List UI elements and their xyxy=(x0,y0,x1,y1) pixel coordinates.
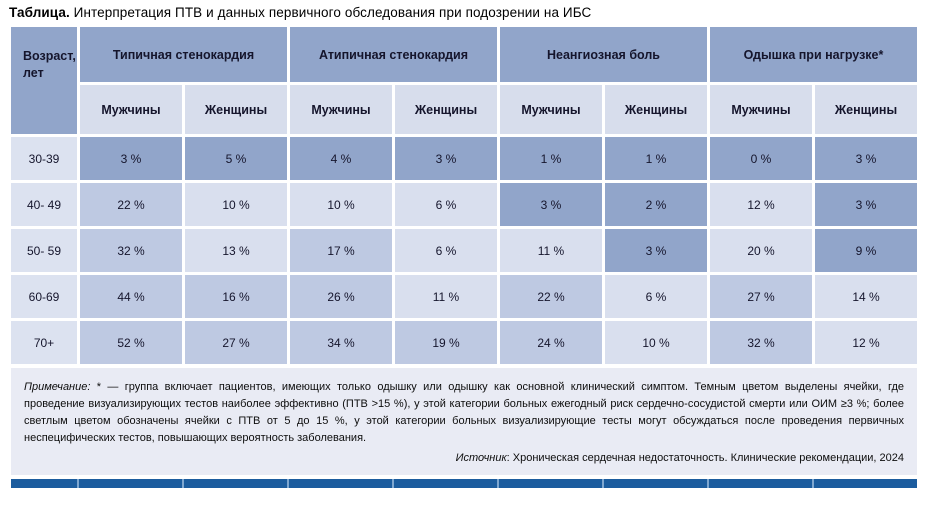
subheader-women: Женщины xyxy=(395,85,497,134)
table-title: Таблица. Интерпретация ПТВ и данных перв… xyxy=(9,5,920,20)
age-cell: 70+ xyxy=(11,321,77,364)
source-label: Источник xyxy=(455,452,507,465)
ptv-cell: 12 % xyxy=(710,183,812,226)
ptv-cell: 10 % xyxy=(290,183,392,226)
bar-segment xyxy=(709,479,812,489)
table-row: 50- 59 32 % 13 % 17 % 6 % 11 % 3 % 20 % … xyxy=(11,229,917,272)
ptv-cell: 34 % xyxy=(290,321,392,364)
ptv-cell: 3 % xyxy=(815,137,917,180)
group-header-nonanginal-pain: Неангиозная боль xyxy=(500,27,707,82)
group-header-row: Возраст, лет Типичная стенокардия Атипич… xyxy=(11,27,917,134)
subheader-women: Женщины xyxy=(605,85,707,134)
footnote-box: Примечание: * — группа включает пациенто… xyxy=(11,368,917,476)
ptv-cell: 6 % xyxy=(395,229,497,272)
subheader-women: Женщины xyxy=(185,85,287,134)
ptv-cell: 24 % xyxy=(500,321,602,364)
table-row: 70+ 52 % 27 % 34 % 19 % 24 % 10 % 32 % 1… xyxy=(11,321,917,364)
decorative-bottom-bar xyxy=(11,479,917,489)
bar-segment xyxy=(499,479,602,489)
subheader-men: Мужчины xyxy=(500,85,602,134)
ptv-cell: 3 % xyxy=(815,183,917,226)
ptv-cell: 27 % xyxy=(710,275,812,318)
table-row: 40- 49 22 % 10 % 10 % 6 % 3 % 2 % 12 % 3… xyxy=(11,183,917,226)
ptv-cell: 9 % xyxy=(815,229,917,272)
ptv-cell: 3 % xyxy=(80,137,182,180)
footnote-body: * — группа включает пациентов, имеющих т… xyxy=(24,381,904,445)
ptv-cell: 12 % xyxy=(815,321,917,364)
ptv-cell: 10 % xyxy=(185,183,287,226)
ptv-cell: 1 % xyxy=(500,137,602,180)
table-row: 60-69 44 % 16 % 26 % 11 % 22 % 6 % 27 % … xyxy=(11,275,917,318)
figure-page: Таблица. Интерпретация ПТВ и данных перв… xyxy=(8,5,920,489)
ptv-cell: 0 % xyxy=(710,137,812,180)
bar-segment xyxy=(289,479,392,489)
ptv-cell: 6 % xyxy=(605,275,707,318)
ptv-cell: 32 % xyxy=(80,229,182,272)
ptv-cell: 16 % xyxy=(185,275,287,318)
table-title-text: Интерпретация ПТВ и данных первичного об… xyxy=(69,5,592,20)
ptv-cell: 2 % xyxy=(605,183,707,226)
bar-segment xyxy=(184,479,287,489)
age-cell: 60-69 xyxy=(11,275,77,318)
subheader-men: Мужчины xyxy=(80,85,182,134)
ptv-cell: 3 % xyxy=(395,137,497,180)
ptv-cell: 44 % xyxy=(80,275,182,318)
ptv-cell: 52 % xyxy=(80,321,182,364)
bar-segment xyxy=(79,479,182,489)
ptv-cell: 1 % xyxy=(605,137,707,180)
source-body: : Хроническая сердечная недостаточность.… xyxy=(506,452,904,465)
table-title-label: Таблица. xyxy=(9,5,70,20)
ptv-cell: 13 % xyxy=(185,229,287,272)
footnote-label: Примечание: xyxy=(24,381,91,393)
subheader-men: Мужчины xyxy=(290,85,392,134)
ptv-cell: 10 % xyxy=(605,321,707,364)
ptv-cell: 17 % xyxy=(290,229,392,272)
ptv-cell: 3 % xyxy=(605,229,707,272)
footnote-text: Примечание: * — группа включает пациенто… xyxy=(24,379,904,447)
ptv-cell: 6 % xyxy=(395,183,497,226)
ptv-cell: 26 % xyxy=(290,275,392,318)
subheader-women: Женщины xyxy=(815,85,917,134)
age-column-header: Возраст, лет xyxy=(11,27,77,134)
ptv-cell: 14 % xyxy=(815,275,917,318)
age-cell: 50- 59 xyxy=(11,229,77,272)
ptv-cell: 20 % xyxy=(710,229,812,272)
subheader-men: Мужчины xyxy=(710,85,812,134)
ptv-table: Возраст, лет Типичная стенокардия Атипич… xyxy=(8,24,920,367)
age-cell: 40- 49 xyxy=(11,183,77,226)
ptv-cell: 22 % xyxy=(500,275,602,318)
ptv-cell: 11 % xyxy=(395,275,497,318)
bar-segment xyxy=(394,479,497,489)
ptv-cell: 11 % xyxy=(500,229,602,272)
group-header-typical-angina: Типичная стенокардия xyxy=(80,27,287,82)
ptv-cell: 5 % xyxy=(185,137,287,180)
ptv-cell: 22 % xyxy=(80,183,182,226)
ptv-cell: 19 % xyxy=(395,321,497,364)
age-cell: 30-39 xyxy=(11,137,77,180)
bar-segment xyxy=(11,479,77,489)
group-header-atypical-angina: Атипичная стенокардия xyxy=(290,27,497,82)
ptv-cell: 3 % xyxy=(500,183,602,226)
bar-segment xyxy=(604,479,707,489)
ptv-cell: 32 % xyxy=(710,321,812,364)
bar-segment xyxy=(814,479,917,489)
group-header-dyspnea: Одышка при нагрузке* xyxy=(710,27,917,82)
source-line: Источник: Хроническая сердечная недостат… xyxy=(24,450,904,467)
sub-header-row: Мужчины Женщины Мужчины Женщины Мужчины … xyxy=(11,85,917,134)
ptv-cell: 27 % xyxy=(185,321,287,364)
table-row: 30-39 3 % 5 % 4 % 3 % 1 % 1 % 0 % 3 % xyxy=(11,137,917,180)
ptv-cell: 4 % xyxy=(290,137,392,180)
